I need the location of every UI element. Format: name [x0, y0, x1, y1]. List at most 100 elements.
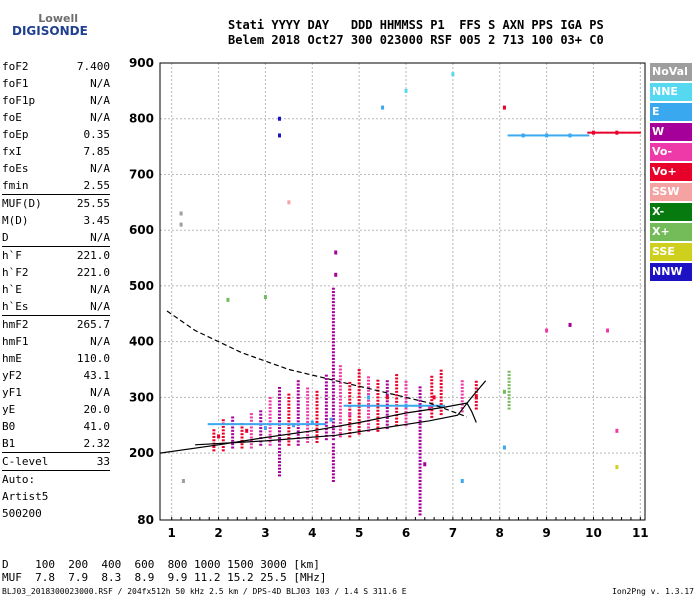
echo-point — [331, 479, 335, 482]
echo-point — [338, 378, 342, 381]
echo-point — [357, 395, 361, 398]
echo-point — [433, 404, 437, 407]
echo-point — [418, 493, 422, 496]
echo-point — [430, 415, 434, 418]
echo-point — [315, 414, 319, 417]
echo-point — [221, 432, 225, 435]
param-value: 7.85 — [83, 145, 111, 158]
echo-point — [385, 403, 389, 406]
echo-point — [460, 386, 464, 389]
echo-point — [296, 443, 300, 446]
echo-point — [615, 465, 619, 470]
echo-point — [354, 404, 358, 407]
echo-point — [385, 395, 389, 400]
echo-point — [212, 449, 216, 452]
echo-point — [179, 222, 183, 227]
x-tick-label: 8 — [496, 526, 504, 540]
echo-point — [331, 351, 335, 354]
echo-point — [391, 404, 395, 407]
echo-point — [360, 404, 364, 407]
echo-point — [331, 446, 335, 449]
echo-point — [418, 406, 422, 409]
echo-point — [296, 393, 300, 396]
param-row: foF1p N/A — [2, 92, 110, 109]
echo-point — [324, 418, 328, 421]
echo-point — [331, 361, 335, 364]
echo-point — [231, 429, 235, 432]
echo-point — [430, 392, 434, 395]
echo-point — [338, 435, 342, 438]
echo-point — [338, 385, 342, 388]
version-label: Ion2Png v. 1.3.17 — [612, 587, 694, 596]
echo-point — [240, 436, 244, 439]
param-label: yE — [2, 403, 16, 416]
echo-point — [402, 404, 406, 407]
echo-point — [212, 439, 216, 442]
muf-row: MUF 7.8 7.9 8.3 8.9 9.9 11.2 15.2 25.5 [… — [2, 571, 327, 584]
echo-point — [277, 443, 281, 446]
echo-point — [635, 131, 639, 134]
echo-point — [331, 347, 335, 350]
echo-point — [255, 423, 259, 426]
echo-point — [296, 403, 300, 406]
echo-point — [259, 410, 263, 413]
echo-point — [315, 390, 319, 393]
echo-point — [315, 427, 319, 430]
echo-point — [331, 291, 335, 294]
echo-point — [221, 445, 225, 448]
param-value: N/A — [90, 300, 110, 313]
echo-point — [376, 413, 380, 416]
echo-point — [618, 131, 622, 134]
param-row: h`E N/A — [2, 281, 110, 298]
echo-point — [324, 411, 328, 414]
param-value: 2.55 — [83, 179, 111, 192]
echo-point — [331, 314, 335, 317]
echo-point — [395, 374, 399, 377]
echo-point — [212, 445, 216, 448]
echo-point — [513, 134, 517, 137]
echo-point — [535, 134, 539, 137]
param-row: h`Es N/A — [2, 298, 110, 315]
echo-point — [348, 412, 352, 417]
echo-point — [507, 400, 511, 403]
echo-point — [367, 389, 371, 392]
echo-point — [268, 437, 272, 440]
param-value: N/A — [90, 386, 110, 399]
echo-point — [385, 380, 389, 383]
echo-point — [275, 423, 279, 426]
echo-point — [418, 423, 422, 426]
echo-point — [331, 476, 335, 479]
param-row: yE 20.0 — [2, 401, 110, 418]
echo-point — [352, 404, 356, 407]
y-tick-label: 200 — [129, 446, 154, 460]
echo-point — [418, 393, 422, 396]
echo-point — [357, 382, 361, 385]
param-row: fxI 7.85 — [2, 143, 110, 160]
echo-point — [287, 410, 291, 413]
echo-point — [524, 134, 528, 137]
echo-point — [604, 131, 608, 134]
echo-point — [430, 405, 434, 408]
param-value: 20.0 — [83, 403, 111, 416]
echo-point — [249, 446, 253, 449]
echo-point — [331, 327, 335, 330]
echo-point — [385, 393, 389, 396]
echo-point — [272, 423, 276, 426]
echo-point — [439, 369, 443, 372]
echo-point — [371, 404, 375, 407]
echo-point — [357, 432, 361, 435]
echo-point — [287, 430, 291, 433]
echo-point — [474, 380, 478, 383]
echo-point — [376, 379, 380, 382]
echo-point — [268, 410, 272, 413]
echo-point — [338, 398, 342, 401]
echo-point — [303, 423, 307, 426]
echo-point — [331, 469, 335, 472]
echo-point — [395, 384, 399, 387]
param-row: foEp 0.35 — [2, 126, 110, 143]
echo-point — [331, 321, 335, 324]
echo-point — [418, 459, 422, 462]
param-label: h`Es — [2, 300, 29, 313]
echo-point — [324, 384, 328, 387]
